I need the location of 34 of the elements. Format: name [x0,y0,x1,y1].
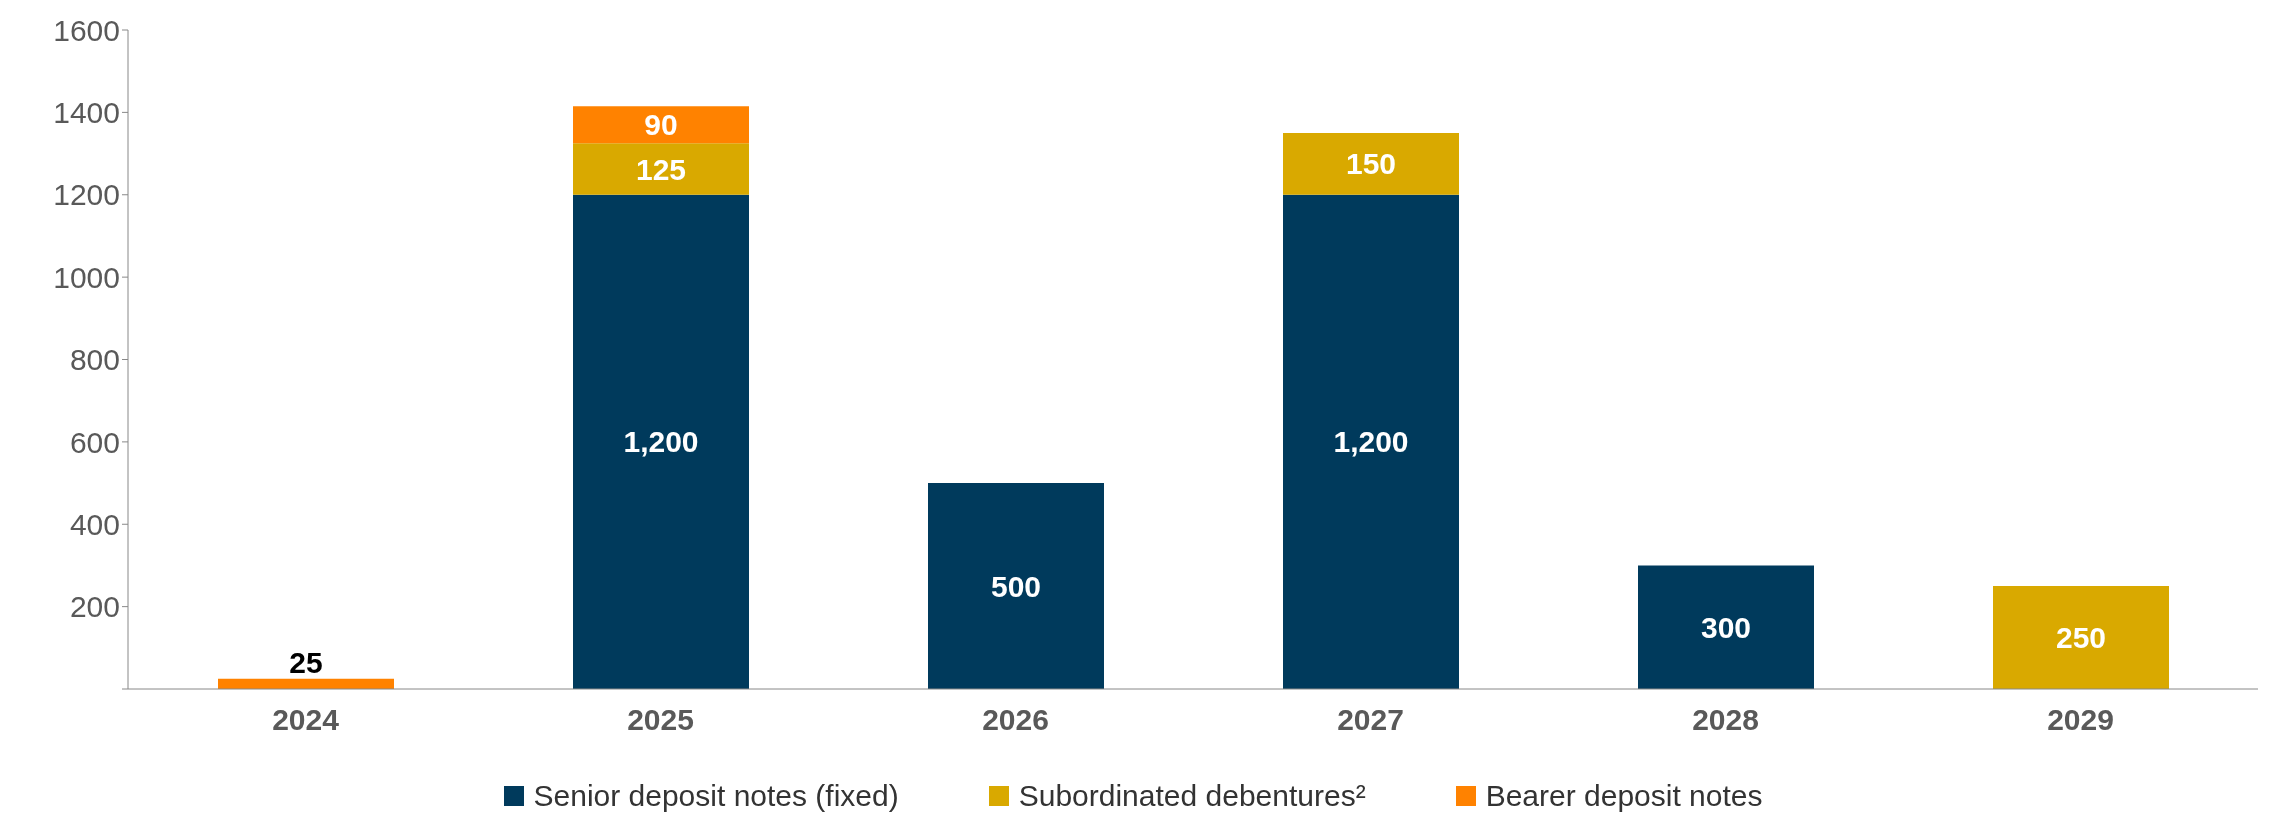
bar [573,143,749,195]
y-tick-label: 1400 [53,96,120,130]
bar [573,194,749,689]
y-tick-label: 400 [69,507,120,541]
data-label: 125 [635,152,687,186]
bar [573,106,749,144]
legend-label: Subordinated debentures² [1018,779,1366,813]
x-tick-label: 2029 [2047,703,2114,737]
x-tick-label: 2025 [627,703,694,737]
y-tick-label: 600 [69,425,120,459]
bar [1638,565,1814,689]
data-label: 1,200 [1333,425,1409,459]
x-tick-label: 2024 [272,703,340,737]
y-tick-label: 800 [69,343,120,377]
x-tick-label: 2027 [1337,703,1404,737]
legend-label: Bearer deposit notes [1485,779,1763,813]
x-tick-label: 2028 [1692,703,1759,737]
bar [1283,132,1459,195]
x-tick-label: 2026 [982,703,1049,737]
y-tick-label: 1000 [53,260,120,294]
data-label: 150 [1345,147,1397,181]
data-label: 25 [289,645,323,679]
bar [1283,194,1459,689]
y-tick-label: 200 [69,590,120,624]
y-tick-label: 1600 [53,13,120,47]
y-tick-label: 1200 [53,178,120,212]
data-label: 300 [1700,610,1752,644]
data-label: 500 [990,569,1042,603]
legend-label: Senior deposit notes (fixed) [533,779,899,813]
data-label: 250 [2055,621,2107,655]
bar [928,483,1104,689]
data-label: 90 [644,108,678,142]
data-label: 1,200 [623,425,699,459]
bar [1993,586,2169,689]
